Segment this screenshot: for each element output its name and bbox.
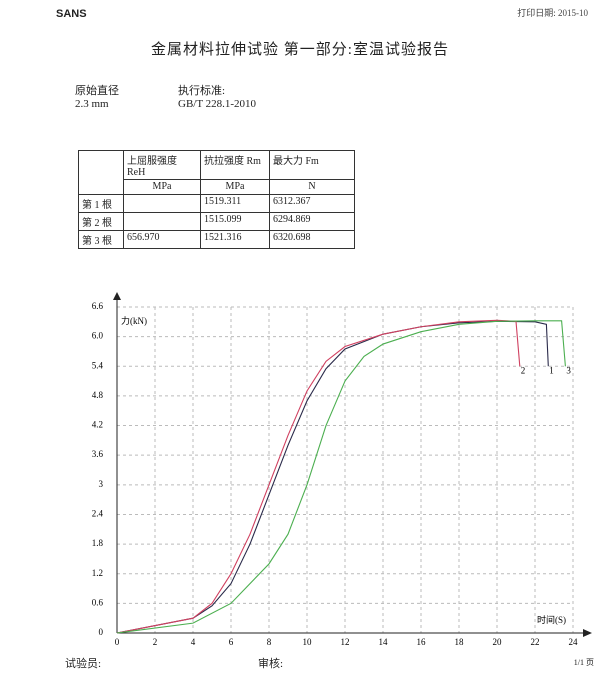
y-tick-label: 3.6 — [92, 449, 104, 459]
unit-cell: MPa — [200, 179, 270, 195]
row-label: 第 2 根 — [78, 212, 124, 231]
column-header: 上屈服强度 ReH — [123, 150, 201, 180]
table-row: 第 1 根 1519.311 6312.367 — [78, 194, 355, 213]
table-row: 第 3 根 656.970 1521.316 6320.698 — [78, 230, 355, 249]
x-tick-label: 18 — [455, 637, 465, 647]
y-tick-label: 3 — [99, 479, 104, 489]
value-cell: 656.970 — [123, 230, 201, 249]
table-row: MPa MPa N — [79, 179, 355, 195]
value-cell: 6312.367 — [269, 194, 355, 213]
value-cell — [123, 212, 201, 231]
row-label: 第 1 根 — [78, 194, 124, 213]
y-tick-label: 2.4 — [92, 509, 104, 519]
y-tick-label: 6.0 — [92, 331, 104, 341]
axis-arrow — [583, 629, 592, 637]
series-label: 2 — [521, 365, 526, 375]
corner-cell — [78, 150, 124, 195]
chart: 00.61.21.82.433.64.24.85.46.06.60 2 4 6 8 10 1… — [92, 292, 592, 647]
value-cell: 1515.099 — [200, 212, 270, 231]
page-number: 1/1 页 — [573, 658, 594, 667]
print-date: 打印日期: 2015-10 — [517, 8, 588, 18]
unit-cell: N — [269, 179, 355, 195]
diameter-label: 原始直径 — [75, 85, 119, 97]
series-line — [116, 320, 549, 634]
value-cell: 1519.311 — [200, 194, 270, 213]
y-tick-label: 4.2 — [92, 420, 103, 430]
series-line — [116, 319, 521, 634]
reviewer-label: 审核: — [258, 658, 284, 670]
x-tick-label: 16 — [417, 637, 427, 647]
report-title: 金属材料拉伸试验 第一部分:室温试验报告 — [151, 42, 449, 58]
y-tick-label: 1.2 — [92, 568, 103, 578]
unit-cell: MPa — [123, 179, 201, 195]
tester-label: 试验员: — [65, 658, 102, 670]
value-cell — [123, 194, 201, 213]
y-tick-label: 0.6 — [92, 597, 104, 607]
results-table: 上屈服强度 ReH 抗拉强度 Rm 最大力 Fm MPa MPa N 第 1 根 1519.3… — [78, 150, 355, 249]
x-tick-label: 14 — [379, 637, 389, 647]
y-tick-label: 0 — [99, 627, 104, 637]
x-tick-label: 24 — [569, 637, 579, 647]
series-label: 1 — [549, 365, 554, 375]
value-cell: 6294.869 — [269, 212, 355, 231]
y-tick-label: 1.8 — [92, 538, 104, 548]
value-cell: 1521.316 — [200, 230, 270, 249]
y-tick-label: 6.6 — [92, 301, 104, 311]
x-tick-label: 8 — [267, 637, 272, 647]
value-cell: 6320.698 — [269, 230, 355, 249]
axis-arrow — [113, 292, 121, 300]
column-header: 抗拉强度 Rm — [200, 150, 270, 180]
x-tick-label: 2 — [153, 637, 158, 647]
standard: GB/T 228.1-2010 — [178, 98, 257, 110]
y-tick-label: 4.8 — [92, 390, 104, 400]
column-header: 最大力 Fm — [269, 150, 355, 180]
row-label: 第 3 根 — [78, 230, 124, 249]
x-axis-label: 时间(S) — [537, 614, 566, 625]
x-tick-label: 22 — [531, 637, 540, 647]
y-axis-label: 力(kN) — [121, 315, 147, 326]
x-tick-label: 12 — [341, 637, 350, 647]
standard-label: 执行标准: — [178, 85, 226, 97]
series-line — [116, 320, 566, 634]
x-tick-label: 10 — [303, 637, 313, 647]
series-label: 3 — [566, 365, 571, 375]
table-row: 上屈服强度 ReH 抗拉强度 Rm 最大力 Fm — [78, 150, 355, 195]
y-tick-label: 5.4 — [92, 360, 104, 370]
x-tick-label: 20 — [493, 637, 503, 647]
x-tick-label: 6 — [229, 637, 234, 647]
brand: SANS — [56, 8, 87, 20]
diameter: 2.3 mm — [75, 98, 109, 110]
x-tick-label: 4 — [191, 637, 196, 647]
table-row: 第 2 根 1515.099 6294.869 — [78, 212, 355, 231]
x-tick-label: 0 — [115, 637, 120, 647]
